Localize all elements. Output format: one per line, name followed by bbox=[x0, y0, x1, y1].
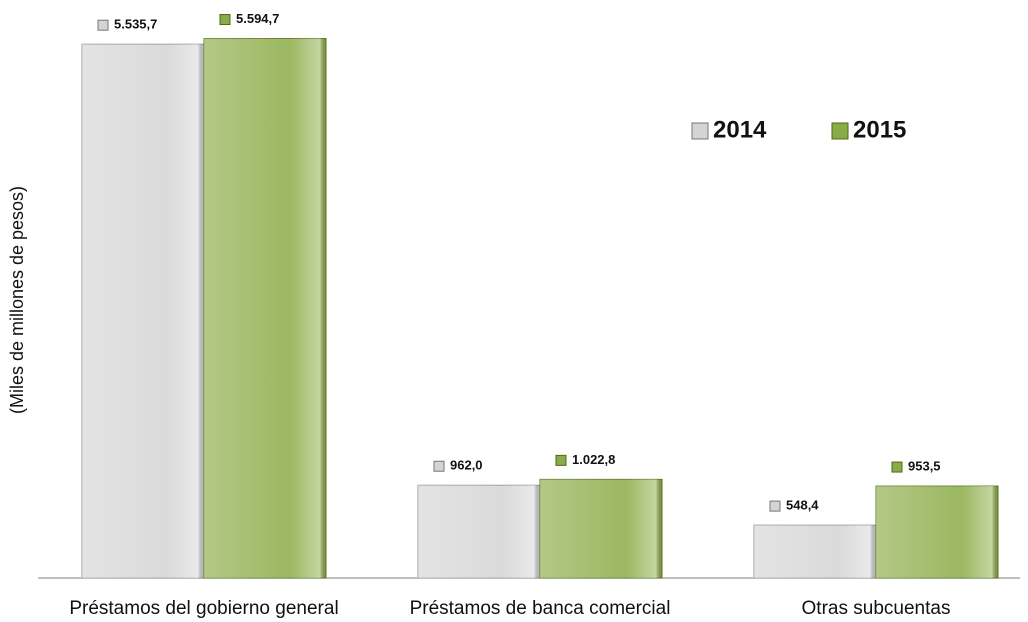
value-label: 5.535,7 bbox=[114, 17, 157, 32]
bar-shine bbox=[418, 485, 540, 578]
value-label-marker bbox=[97, 19, 109, 31]
value-label: 962,0 bbox=[450, 458, 483, 473]
x-tick-label: Préstamos del gobierno general bbox=[69, 598, 338, 619]
value-label-marker bbox=[769, 500, 781, 512]
bar-shine bbox=[82, 44, 204, 578]
legend-label: 2014 bbox=[713, 116, 767, 143]
legend-marker bbox=[831, 122, 849, 140]
bar-shine bbox=[754, 525, 876, 578]
bar-shine bbox=[540, 479, 662, 578]
value-label-marker bbox=[555, 454, 567, 466]
value-label-marker bbox=[891, 461, 903, 473]
value-label: 548,4 bbox=[786, 498, 819, 513]
value-label: 1.022,8 bbox=[572, 452, 615, 467]
bar-shine bbox=[204, 38, 326, 579]
value-label-marker bbox=[219, 14, 231, 26]
legend-label: 2015 bbox=[853, 116, 906, 143]
legend-marker bbox=[691, 122, 709, 140]
value-label-marker bbox=[433, 460, 445, 472]
y-axis-label: (Miles de millones de pesos) bbox=[7, 186, 27, 414]
x-tick-label: Préstamos de banca comercial bbox=[410, 598, 671, 619]
value-label: 953,5 bbox=[908, 458, 941, 473]
value-label: 5.594,7 bbox=[236, 11, 279, 26]
bar-shine bbox=[876, 486, 998, 578]
x-tick-label: Otras subcuentas bbox=[802, 598, 951, 619]
